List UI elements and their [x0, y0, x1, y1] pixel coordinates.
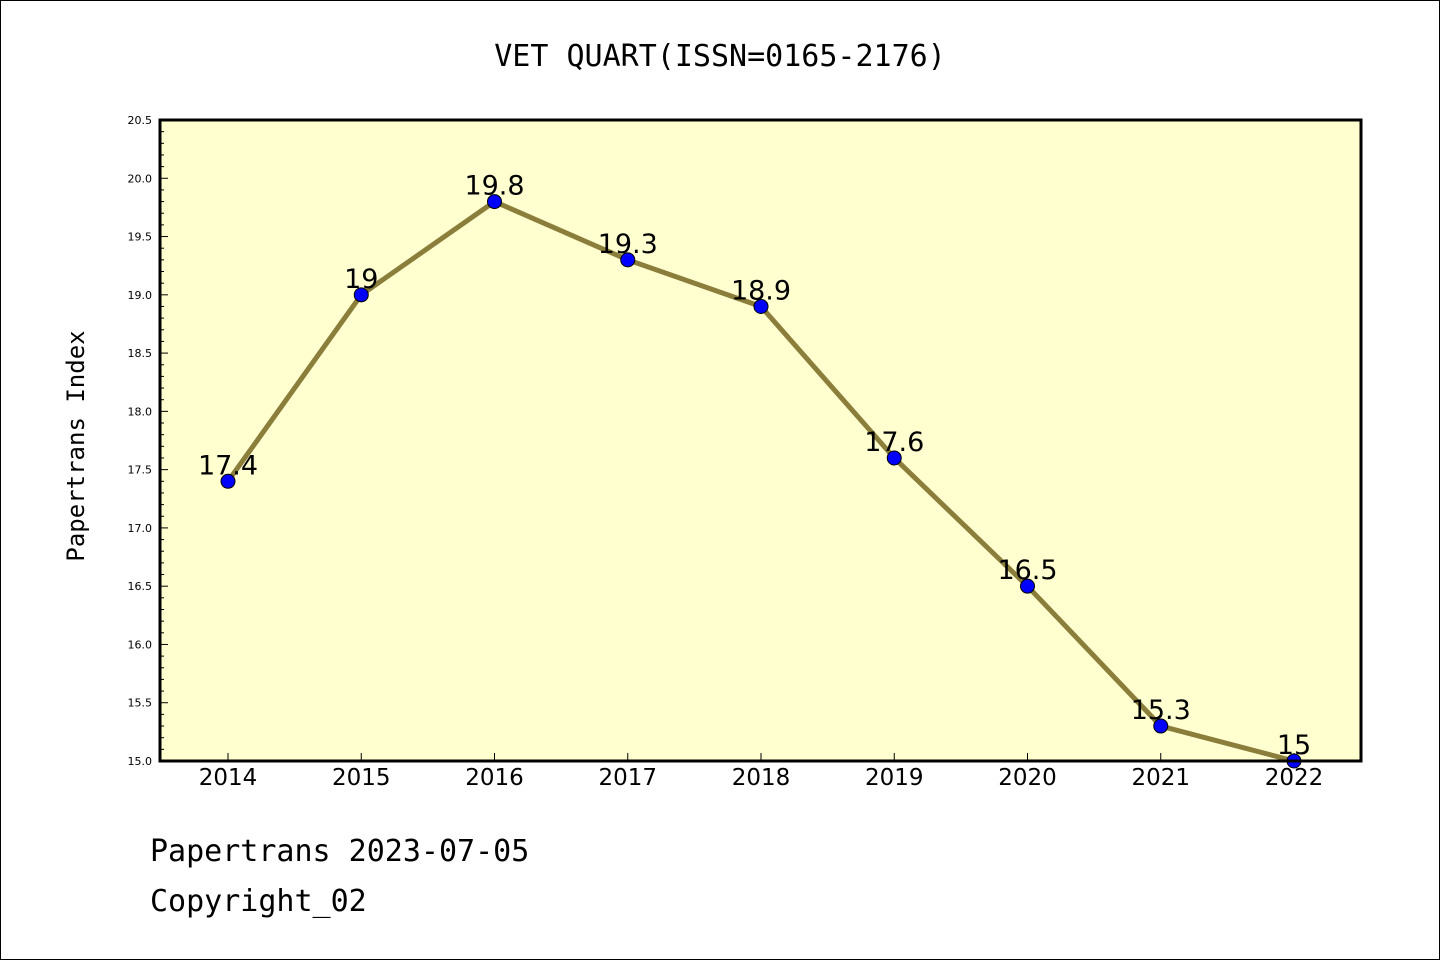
data-point-marker — [620, 252, 636, 268]
data-value-label: 19 — [344, 264, 378, 295]
y-tick-label: 15.5 — [128, 697, 153, 710]
plot-frame — [158, 118, 1363, 763]
y-tick-label: 15.0 — [128, 755, 153, 768]
data-value-label: 19.3 — [598, 229, 658, 260]
footer-date-text: Papertrans 2023-07-05 — [150, 834, 530, 869]
plot-area — [160, 120, 1361, 761]
y-tick-label: 16.0 — [128, 638, 153, 651]
x-axis-ticks: 2014 2015 2016 2017 2018 2019 2020 2021 2022 — [199, 753, 1324, 791]
data-value-label: 15 — [1277, 730, 1311, 761]
data-labels: 17.4 19 19.8 19.3 18.9 17.6 16.5 15.3 15 — [198, 171, 1311, 761]
x-tick-label: 2020 — [998, 765, 1057, 791]
data-value-label: 16.5 — [997, 555, 1057, 586]
y-axis-ticks: 15.0 15.5 16.0 16.5 17.0 17.5 18.0 18.5 19.0 19.5… — [128, 114, 168, 768]
data-point-marker — [1153, 718, 1169, 734]
data-value-label: 17.6 — [864, 427, 924, 458]
data-value-label: 15.3 — [1131, 695, 1191, 726]
x-tick-label: 2021 — [1131, 765, 1190, 791]
y-axis-label: Papertrans Index — [62, 330, 90, 561]
x-tick-label: 2015 — [332, 765, 391, 791]
x-tick-label: 2016 — [465, 765, 524, 791]
data-markers — [220, 194, 1302, 769]
y-tick-label: 19.5 — [128, 231, 153, 244]
y-tick-label: 19.0 — [128, 289, 153, 302]
x-tick-label: 2014 — [199, 765, 258, 791]
data-value-label: 18.9 — [731, 275, 791, 306]
data-value-label: 17.4 — [198, 450, 258, 481]
x-tick-label: 2018 — [732, 765, 791, 791]
data-point-marker — [753, 298, 769, 314]
y-tick-label: 20.5 — [128, 114, 153, 127]
x-tick-label: 2019 — [865, 765, 924, 791]
y-tick-label: 20.0 — [128, 172, 153, 185]
footer-copyright-text: Copyright_02 — [150, 884, 367, 919]
data-point-marker — [487, 194, 502, 210]
data-point-marker — [353, 287, 369, 303]
data-point-marker — [1020, 578, 1035, 594]
data-value-label: 19.8 — [464, 171, 524, 202]
y-tick-label: 17.0 — [128, 522, 153, 535]
y-tick-label: 16.5 — [128, 580, 153, 593]
data-point-marker — [886, 450, 902, 466]
chart-title: VET QUART(ISSN=0165-2176) — [494, 39, 946, 74]
x-tick-label: 2017 — [598, 765, 657, 791]
y-tick-label: 18.5 — [128, 347, 153, 360]
y-tick-label: 18.0 — [128, 405, 153, 418]
data-point-marker — [220, 473, 236, 489]
y-tick-label: 17.5 — [128, 464, 153, 477]
x-tick-label: 2022 — [1265, 765, 1324, 791]
